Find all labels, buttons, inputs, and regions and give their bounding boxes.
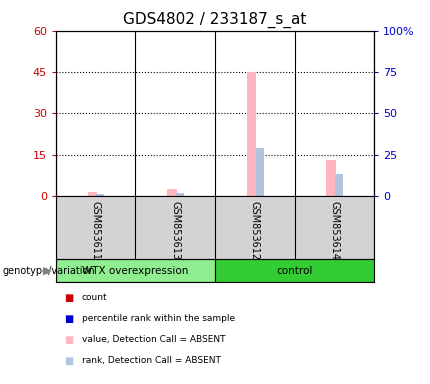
- Bar: [176, 192, 184, 196]
- Bar: [96, 194, 104, 196]
- Text: ■: ■: [64, 293, 74, 303]
- Text: value, Detection Call = ABSENT: value, Detection Call = ABSENT: [82, 335, 225, 344]
- Bar: [56, 259, 215, 282]
- Text: ▶: ▶: [43, 266, 52, 276]
- Text: GSM853612: GSM853612: [250, 201, 260, 260]
- Text: ■: ■: [64, 314, 74, 324]
- Bar: [215, 259, 374, 282]
- Text: percentile rank within the sample: percentile rank within the sample: [82, 314, 235, 323]
- Text: genotype/variation: genotype/variation: [2, 266, 95, 276]
- Bar: [88, 192, 97, 196]
- Bar: [167, 189, 177, 196]
- Text: count: count: [82, 293, 108, 302]
- Bar: [247, 72, 256, 196]
- Text: ■: ■: [64, 356, 74, 366]
- Text: GSM853611: GSM853611: [91, 201, 101, 260]
- Text: GSM853614: GSM853614: [329, 201, 339, 260]
- Text: GSM853613: GSM853613: [170, 201, 180, 260]
- Bar: [326, 160, 336, 196]
- Bar: [255, 148, 264, 196]
- Text: rank, Detection Call = ABSENT: rank, Detection Call = ABSENT: [82, 356, 221, 366]
- Bar: [335, 174, 343, 196]
- Text: ■: ■: [64, 335, 74, 345]
- Text: control: control: [276, 266, 313, 276]
- Title: GDS4802 / 233187_s_at: GDS4802 / 233187_s_at: [123, 12, 307, 28]
- Text: WTX overexpression: WTX overexpression: [82, 266, 189, 276]
